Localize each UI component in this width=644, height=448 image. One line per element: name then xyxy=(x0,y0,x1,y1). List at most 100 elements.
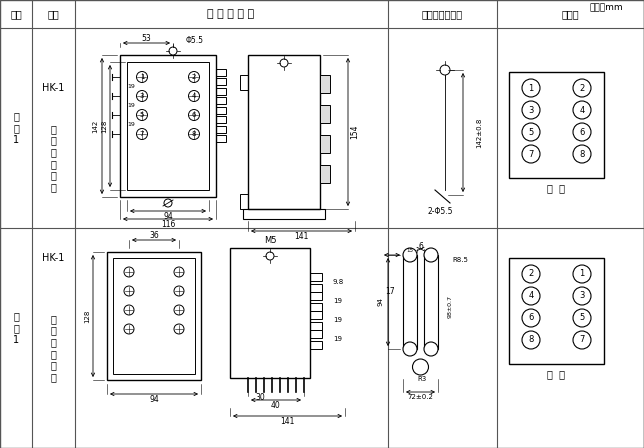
Bar xyxy=(320,135,330,153)
Bar xyxy=(216,97,226,104)
Text: 7: 7 xyxy=(580,336,585,345)
Bar xyxy=(216,107,226,114)
Text: 40: 40 xyxy=(271,401,281,409)
Circle shape xyxy=(522,145,540,163)
Text: 附
图
1: 附 图 1 xyxy=(13,112,19,145)
Text: R3: R3 xyxy=(418,376,427,382)
Bar xyxy=(310,292,322,300)
Text: 3: 3 xyxy=(580,292,585,301)
Text: 6: 6 xyxy=(192,112,196,118)
Circle shape xyxy=(573,265,591,283)
Text: 单位：mm: 单位：mm xyxy=(589,4,623,13)
Text: 128: 128 xyxy=(84,309,90,323)
Circle shape xyxy=(189,90,200,102)
Text: 72±0.2: 72±0.2 xyxy=(408,394,433,400)
Text: 98±0.7: 98±0.7 xyxy=(448,296,453,319)
Bar xyxy=(310,311,322,319)
Text: 141: 141 xyxy=(294,232,308,241)
Bar xyxy=(113,258,195,374)
Circle shape xyxy=(124,267,134,277)
Text: 142: 142 xyxy=(92,119,98,133)
Text: 19: 19 xyxy=(127,103,135,108)
Bar xyxy=(403,255,417,349)
Circle shape xyxy=(522,331,540,349)
Circle shape xyxy=(424,342,438,356)
Bar xyxy=(240,75,248,90)
Text: 141: 141 xyxy=(280,417,295,426)
Text: 1: 1 xyxy=(580,270,585,279)
Text: 6: 6 xyxy=(580,128,585,137)
Circle shape xyxy=(189,72,200,82)
Bar xyxy=(310,322,322,330)
Circle shape xyxy=(413,359,428,375)
Bar xyxy=(310,284,322,292)
Circle shape xyxy=(522,265,540,283)
Text: 3: 3 xyxy=(528,105,534,115)
Text: 端子图: 端子图 xyxy=(561,9,579,19)
Text: 116: 116 xyxy=(161,220,175,228)
Circle shape xyxy=(573,123,591,141)
Circle shape xyxy=(164,199,172,207)
Circle shape xyxy=(137,129,147,139)
Text: 19: 19 xyxy=(333,317,342,323)
Text: 94: 94 xyxy=(163,211,173,220)
Text: 2: 2 xyxy=(192,74,196,80)
Circle shape xyxy=(522,287,540,305)
Circle shape xyxy=(522,309,540,327)
Bar xyxy=(509,72,604,178)
Text: 7: 7 xyxy=(140,131,144,137)
Circle shape xyxy=(573,79,591,97)
Text: 15: 15 xyxy=(406,247,413,253)
Text: 外 形 尺 寸 图: 外 形 尺 寸 图 xyxy=(207,9,254,19)
Text: R8.5: R8.5 xyxy=(452,257,468,263)
Bar xyxy=(216,126,226,133)
Circle shape xyxy=(174,267,184,277)
Bar xyxy=(216,78,226,85)
Text: 6: 6 xyxy=(418,241,423,250)
Bar xyxy=(310,273,322,281)
Circle shape xyxy=(573,287,591,305)
Circle shape xyxy=(124,305,134,315)
Text: 36: 36 xyxy=(149,231,159,240)
Bar xyxy=(320,105,330,123)
Text: 凸
出
式
前
接
线: 凸 出 式 前 接 线 xyxy=(50,124,56,192)
Circle shape xyxy=(522,101,540,119)
Circle shape xyxy=(174,305,184,315)
Text: M5: M5 xyxy=(264,236,276,245)
Text: 8: 8 xyxy=(528,336,534,345)
Bar xyxy=(216,116,226,123)
Text: 19: 19 xyxy=(127,84,135,89)
Bar xyxy=(120,55,216,197)
Text: 9.8: 9.8 xyxy=(333,279,345,285)
Text: 附
图
1: 附 图 1 xyxy=(13,311,19,345)
Text: 94: 94 xyxy=(149,395,159,404)
Bar xyxy=(216,135,226,142)
Bar xyxy=(310,330,322,338)
Text: 4: 4 xyxy=(580,105,585,115)
Bar xyxy=(243,209,325,219)
Circle shape xyxy=(174,286,184,296)
Text: 94: 94 xyxy=(378,297,384,306)
Text: 8: 8 xyxy=(192,131,196,137)
Text: 17: 17 xyxy=(385,288,395,297)
Text: 5: 5 xyxy=(528,128,534,137)
Text: 凸
出
式
后
接
线: 凸 出 式 后 接 线 xyxy=(50,314,56,382)
Text: 19: 19 xyxy=(333,298,342,304)
Text: 4: 4 xyxy=(192,93,196,99)
Circle shape xyxy=(137,90,147,102)
Text: 1: 1 xyxy=(528,83,534,92)
Bar xyxy=(320,165,330,183)
Circle shape xyxy=(174,324,184,334)
Bar xyxy=(240,194,248,209)
Bar xyxy=(424,255,438,349)
Circle shape xyxy=(266,252,274,260)
Text: Φ5.5: Φ5.5 xyxy=(186,35,204,44)
Text: 2: 2 xyxy=(528,270,534,279)
Circle shape xyxy=(522,123,540,141)
Circle shape xyxy=(189,129,200,139)
Bar xyxy=(509,258,604,364)
Text: HK-1: HK-1 xyxy=(42,83,64,93)
Text: 154: 154 xyxy=(350,125,359,139)
Circle shape xyxy=(403,248,417,262)
Text: 1: 1 xyxy=(140,74,144,80)
